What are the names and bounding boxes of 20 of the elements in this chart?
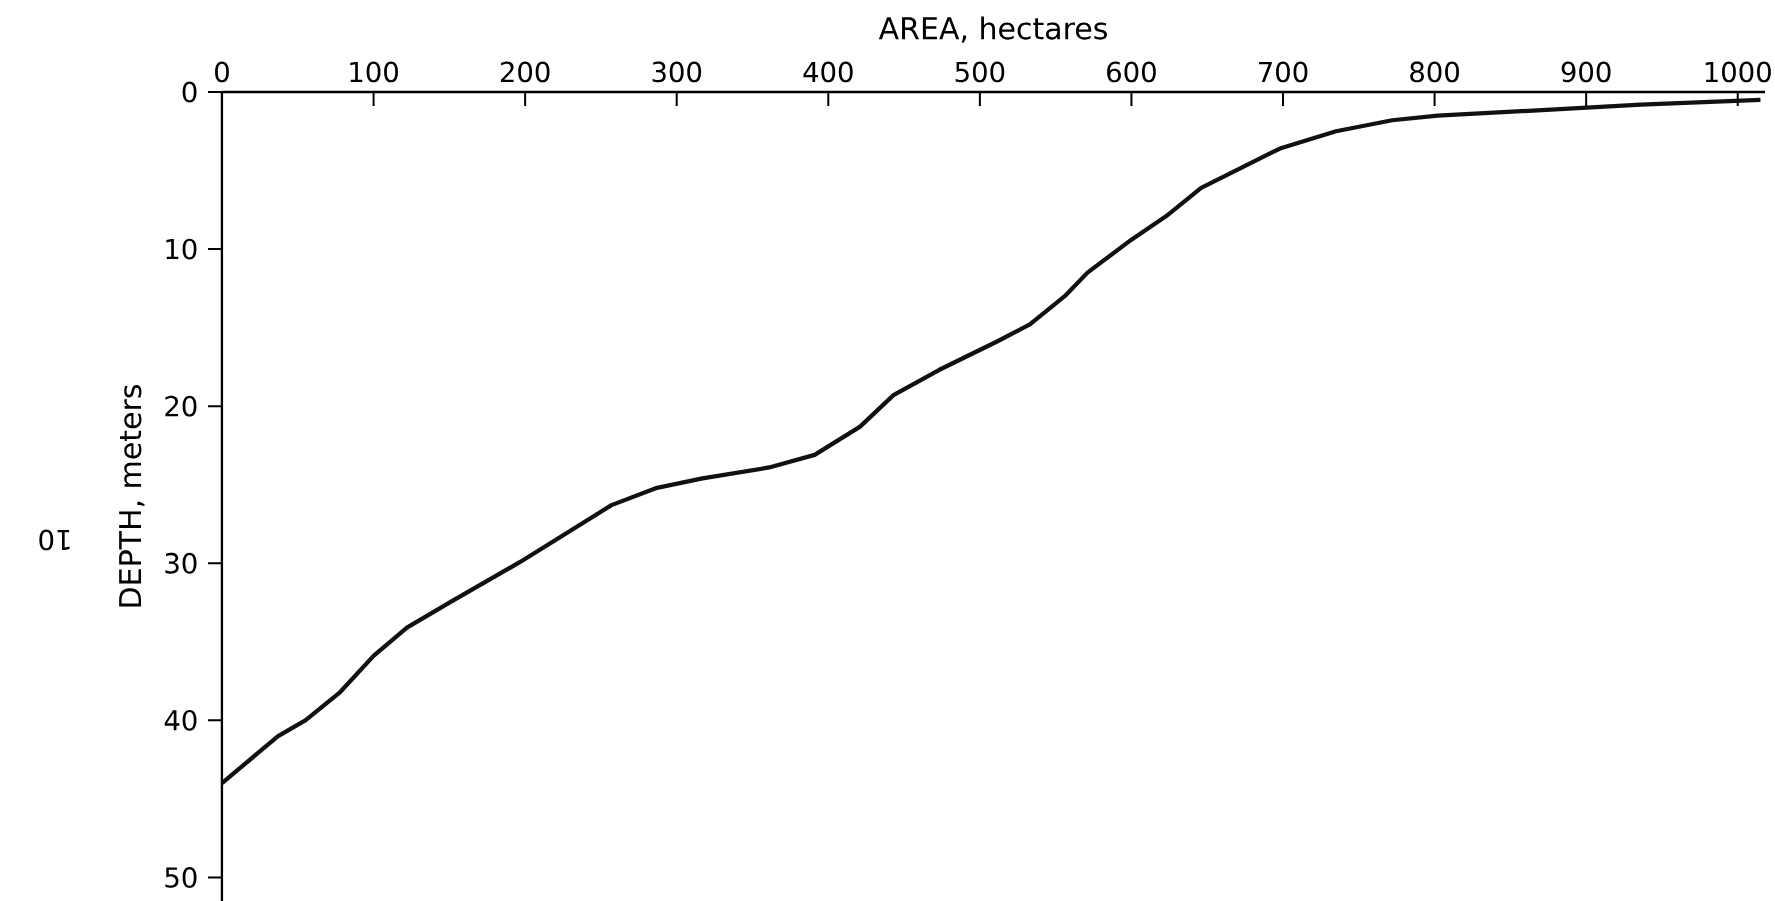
y-tick-label: 50: [165, 867, 197, 888]
x-tick-label: 400: [803, 61, 853, 83]
x-tick-label: 500: [955, 61, 1005, 83]
x-tick-label: 0: [215, 61, 229, 83]
x-tick-label: 1000: [1705, 61, 1771, 83]
x-axis-title: AREA, hectares: [878, 16, 1107, 43]
y-tick-label: 40: [164, 709, 197, 731]
y-tick-label: 10: [166, 238, 197, 260]
x-tick-label: 300: [652, 61, 702, 83]
x-tick-label: 700: [1259, 61, 1308, 83]
y-tick-label: 0: [182, 81, 197, 103]
y-tick-label: 30: [165, 552, 197, 574]
x-tick-label: 600: [1107, 61, 1156, 83]
y-tick-label: 20: [165, 395, 197, 417]
y-axis-title: DEPTH, meters: [119, 385, 145, 607]
x-tick-label: 800: [1410, 61, 1459, 83]
x-tick-label: 100: [350, 61, 398, 83]
text: 10: [39, 529, 70, 551]
x-tick-label: 200: [500, 61, 550, 83]
x-tick-label: 900: [1561, 61, 1611, 83]
